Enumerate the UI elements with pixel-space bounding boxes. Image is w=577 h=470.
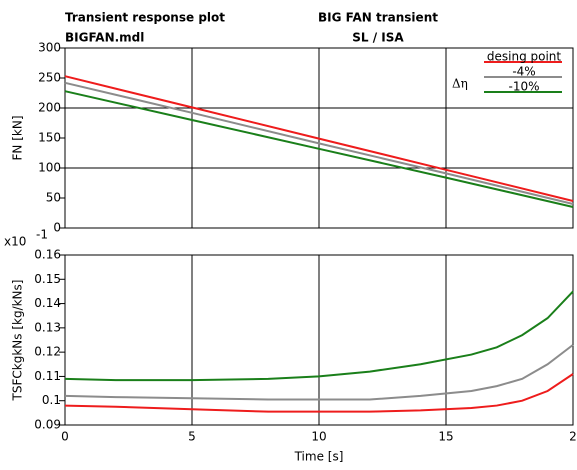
y-axis-label: TSFCkgkNs [kg/kNs]	[11, 280, 25, 402]
header-title: BIG FAN transient	[318, 11, 438, 25]
legend-label: desing point	[487, 50, 562, 64]
y-tick-label: 0.14	[34, 296, 61, 310]
y-tick-label: 0.16	[34, 248, 61, 262]
y-multiplier: x10	[4, 235, 26, 249]
series-line	[64, 90, 574, 208]
y-tick-label: 100	[38, 161, 61, 175]
x-tick-label: 0	[61, 430, 69, 444]
series-line	[64, 81, 574, 205]
series-line	[64, 75, 574, 202]
y-tick-label: 250	[38, 71, 61, 85]
y-tick-label: 0.11	[34, 369, 61, 383]
y-tick-label: 200	[38, 101, 61, 115]
y-tick-label: 50	[46, 191, 61, 205]
y-tick-label: 300	[38, 41, 61, 55]
series-line	[64, 290, 574, 382]
y-tick-label: 0.15	[34, 272, 61, 286]
series-line	[64, 373, 574, 413]
header-title: Transient response plot	[65, 11, 225, 25]
y-tick-label: 0	[53, 221, 61, 235]
y-tick-label: 0.1	[42, 393, 61, 407]
y-tick-label: 0.09	[34, 418, 61, 432]
legend-label: -10%	[508, 80, 539, 94]
x-tick-label: 10	[311, 430, 326, 444]
x-axis-label: Time [s]	[294, 450, 344, 464]
legend-title: Δη	[452, 77, 468, 91]
y-multiplier-exp: -1	[36, 228, 48, 242]
y-tick-label: 150	[38, 131, 61, 145]
y-tick-label: 0.12	[34, 345, 61, 359]
x-tick-label: 5	[188, 430, 196, 444]
series-line	[64, 344, 574, 401]
legend-label: -4%	[512, 65, 535, 79]
x-tick-label: 15	[438, 430, 453, 444]
header-subtitle: SL / ISA	[352, 31, 404, 45]
y-tick-label: 0.13	[34, 320, 61, 334]
y-axis-label: FN [kN]	[11, 116, 25, 161]
x-tick-label: 2	[569, 430, 577, 444]
header-subtitle: BIGFAN.mdl	[65, 31, 144, 45]
